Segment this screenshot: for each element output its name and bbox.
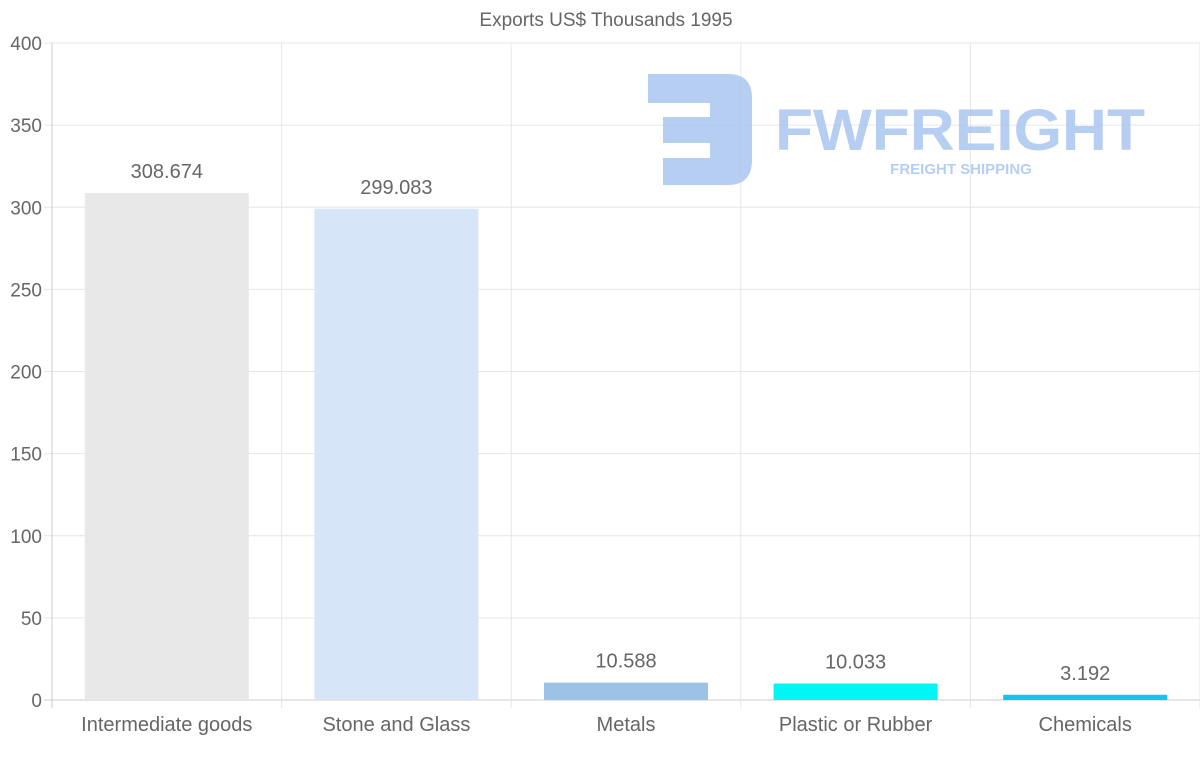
logo-mark-icon <box>648 74 752 185</box>
x-tick-label: Stone and Glass <box>322 714 470 736</box>
y-tick-label: 200 <box>10 363 42 384</box>
chart-title: Exports US$ Thousands 1995 <box>479 10 732 31</box>
data-label: 299.083 <box>360 177 432 199</box>
bars: 308.674 299.083 10.588 10.033 3.192 <box>84 161 1168 701</box>
y-tick-label: 300 <box>10 198 42 219</box>
x-tick-label: Metals <box>597 714 656 736</box>
x-tick-label: Plastic or Rubber <box>779 714 933 736</box>
y-tick-label: 150 <box>10 445 42 466</box>
bar-stone-and-glass <box>314 208 479 701</box>
y-tick-label: 350 <box>10 116 42 137</box>
bar-chemicals <box>1003 694 1168 700</box>
y-tick-label: 250 <box>10 280 42 301</box>
data-label: 10.588 <box>595 651 656 673</box>
watermark-logo: FWFREIGHT FREIGHT SHIPPING <box>648 74 1145 185</box>
x-tick-label: Intermediate goods <box>81 714 252 736</box>
data-label: 10.033 <box>825 652 886 674</box>
bar-intermediate-goods <box>84 193 249 700</box>
x-tick-label: Chemicals <box>1039 714 1132 736</box>
watermark-brand: FWFREIGHT <box>775 98 1145 163</box>
bar-plastic-or-rubber <box>773 683 938 700</box>
y-tick-label: 0 <box>31 691 42 712</box>
data-label: 3.192 <box>1060 663 1110 685</box>
axes: 0 50 100 150 200 250 300 350 400 Intermediate goo… <box>10 34 1132 736</box>
watermark-tagline: FREIGHT SHIPPING <box>890 161 1032 178</box>
y-tick-label: 100 <box>10 527 42 548</box>
bar-metals <box>544 682 708 700</box>
data-label: 308.674 <box>131 161 203 183</box>
y-tick-label: 50 <box>21 609 42 630</box>
y-tick-label: 400 <box>10 34 42 55</box>
